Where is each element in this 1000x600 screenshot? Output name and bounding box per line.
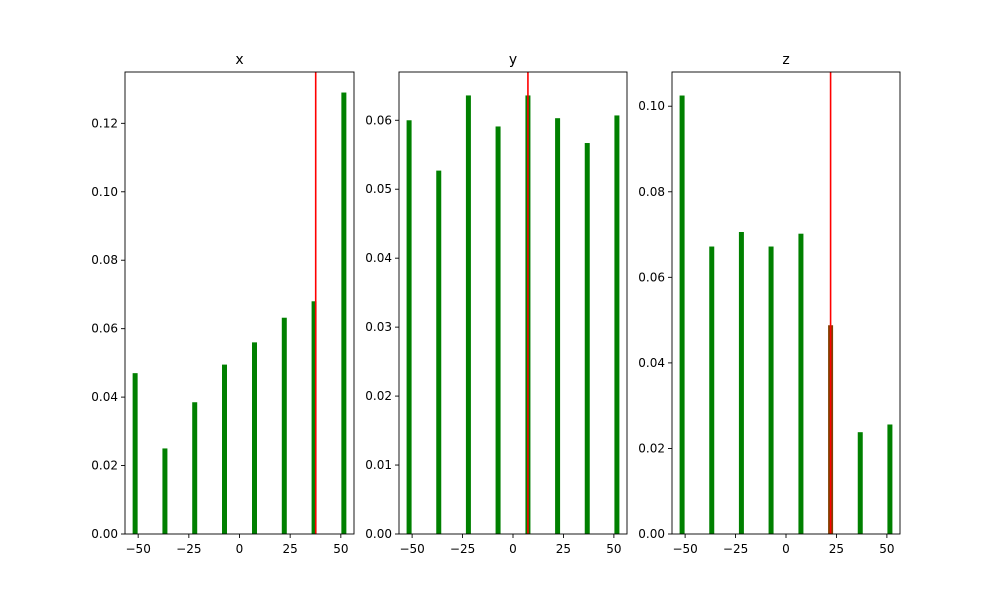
y-tick-label-y-6: 0.06 <box>365 113 392 127</box>
y-tick-label-y-3: 0.03 <box>365 320 392 334</box>
y-tick-label-z-2: 0.04 <box>638 356 665 370</box>
y-tick-label-y-2: 0.02 <box>365 389 392 403</box>
bar-x-6 <box>311 301 317 534</box>
bar-y-3 <box>495 126 501 534</box>
x-tick-label-z-4: 50 <box>879 542 894 556</box>
bar-x-4 <box>252 342 257 534</box>
x-tick-label-y-0: −50 <box>399 542 424 556</box>
bar-x-3 <box>222 364 227 534</box>
y-tick-label-z-1: 0.02 <box>638 441 665 455</box>
x-tick-label-z-2: 0 <box>782 542 790 556</box>
bar-z-2 <box>738 231 744 535</box>
bar-x-1 <box>162 448 168 534</box>
y-tick-label-x-1: 0.02 <box>91 459 118 473</box>
x-tick-label-z-1: −25 <box>723 542 748 556</box>
x-tick-label-x-4: 50 <box>333 542 348 556</box>
subplot-title-x: x <box>235 52 243 68</box>
bar-x-2 <box>192 402 198 534</box>
bar-y-2 <box>465 95 471 534</box>
x-tick-label-z-0: −50 <box>672 542 697 556</box>
y-tick-label-z-4: 0.08 <box>638 185 665 199</box>
x-tick-label-x-0: −50 <box>126 542 151 556</box>
bar-y-1 <box>436 170 442 535</box>
x-tick-label-x-3: 25 <box>283 542 298 556</box>
y-tick-label-z-0: 0.00 <box>638 527 665 541</box>
bar-y-5 <box>555 118 561 534</box>
y-tick-label-x-6: 0.12 <box>91 116 118 130</box>
y-tick-label-y-4: 0.04 <box>365 251 392 265</box>
subplot-z: z −50 −25 0 25 50 0.00 0.02 0.04 0.06 0.08 0.10 <box>638 52 901 556</box>
bar-z-3 <box>768 246 774 534</box>
y-tick-label-y-5: 0.05 <box>365 182 392 196</box>
bar-x-7 <box>341 92 347 534</box>
bar-y-0 <box>406 120 412 535</box>
bar-z-1 <box>709 246 715 534</box>
subplot-x: x −50 −25 0 25 50 0.00 0.02 0.04 0.06 0.08 0.10 0.12 <box>91 52 355 556</box>
x-tick-label-x-1: −25 <box>176 542 201 556</box>
x-tick-label-x-2: 0 <box>236 542 244 556</box>
x-tick-label-y-2: 0 <box>509 542 517 556</box>
x-tick-label-y-4: 50 <box>606 542 621 556</box>
bar-x-0 <box>132 373 138 534</box>
bar-z-7 <box>887 424 893 534</box>
bar-x-5 <box>281 317 287 534</box>
x-tick-label-z-3: 25 <box>829 542 844 556</box>
y-tick-label-y-0: 0.00 <box>365 527 392 541</box>
bar-z-4 <box>798 233 804 534</box>
y-tick-label-y-1: 0.01 <box>365 458 392 472</box>
y-tick-label-x-5: 0.10 <box>91 185 118 199</box>
subplot-title-z: z <box>782 52 789 68</box>
bar-z-6 <box>857 432 863 534</box>
y-tick-label-z-5: 0.10 <box>638 99 665 113</box>
x-tick-label-y-1: −25 <box>450 542 475 556</box>
bar-y-7 <box>614 115 620 534</box>
bar-z-0 <box>679 95 685 534</box>
y-tick-label-x-0: 0.00 <box>91 527 118 541</box>
y-tick-label-x-3: 0.06 <box>91 322 118 336</box>
y-tick-label-z-3: 0.06 <box>638 270 665 284</box>
subplot-y: y −50 −25 0 25 50 0.00 0.01 0.02 0.03 0.04 0.05 0.06 <box>365 52 628 556</box>
subplot-title-y: y <box>509 52 517 68</box>
y-tick-label-x-2: 0.04 <box>91 390 118 404</box>
y-tick-label-x-4: 0.08 <box>91 253 118 267</box>
bar-y-6 <box>584 143 590 534</box>
x-tick-label-y-3: 25 <box>556 542 571 556</box>
